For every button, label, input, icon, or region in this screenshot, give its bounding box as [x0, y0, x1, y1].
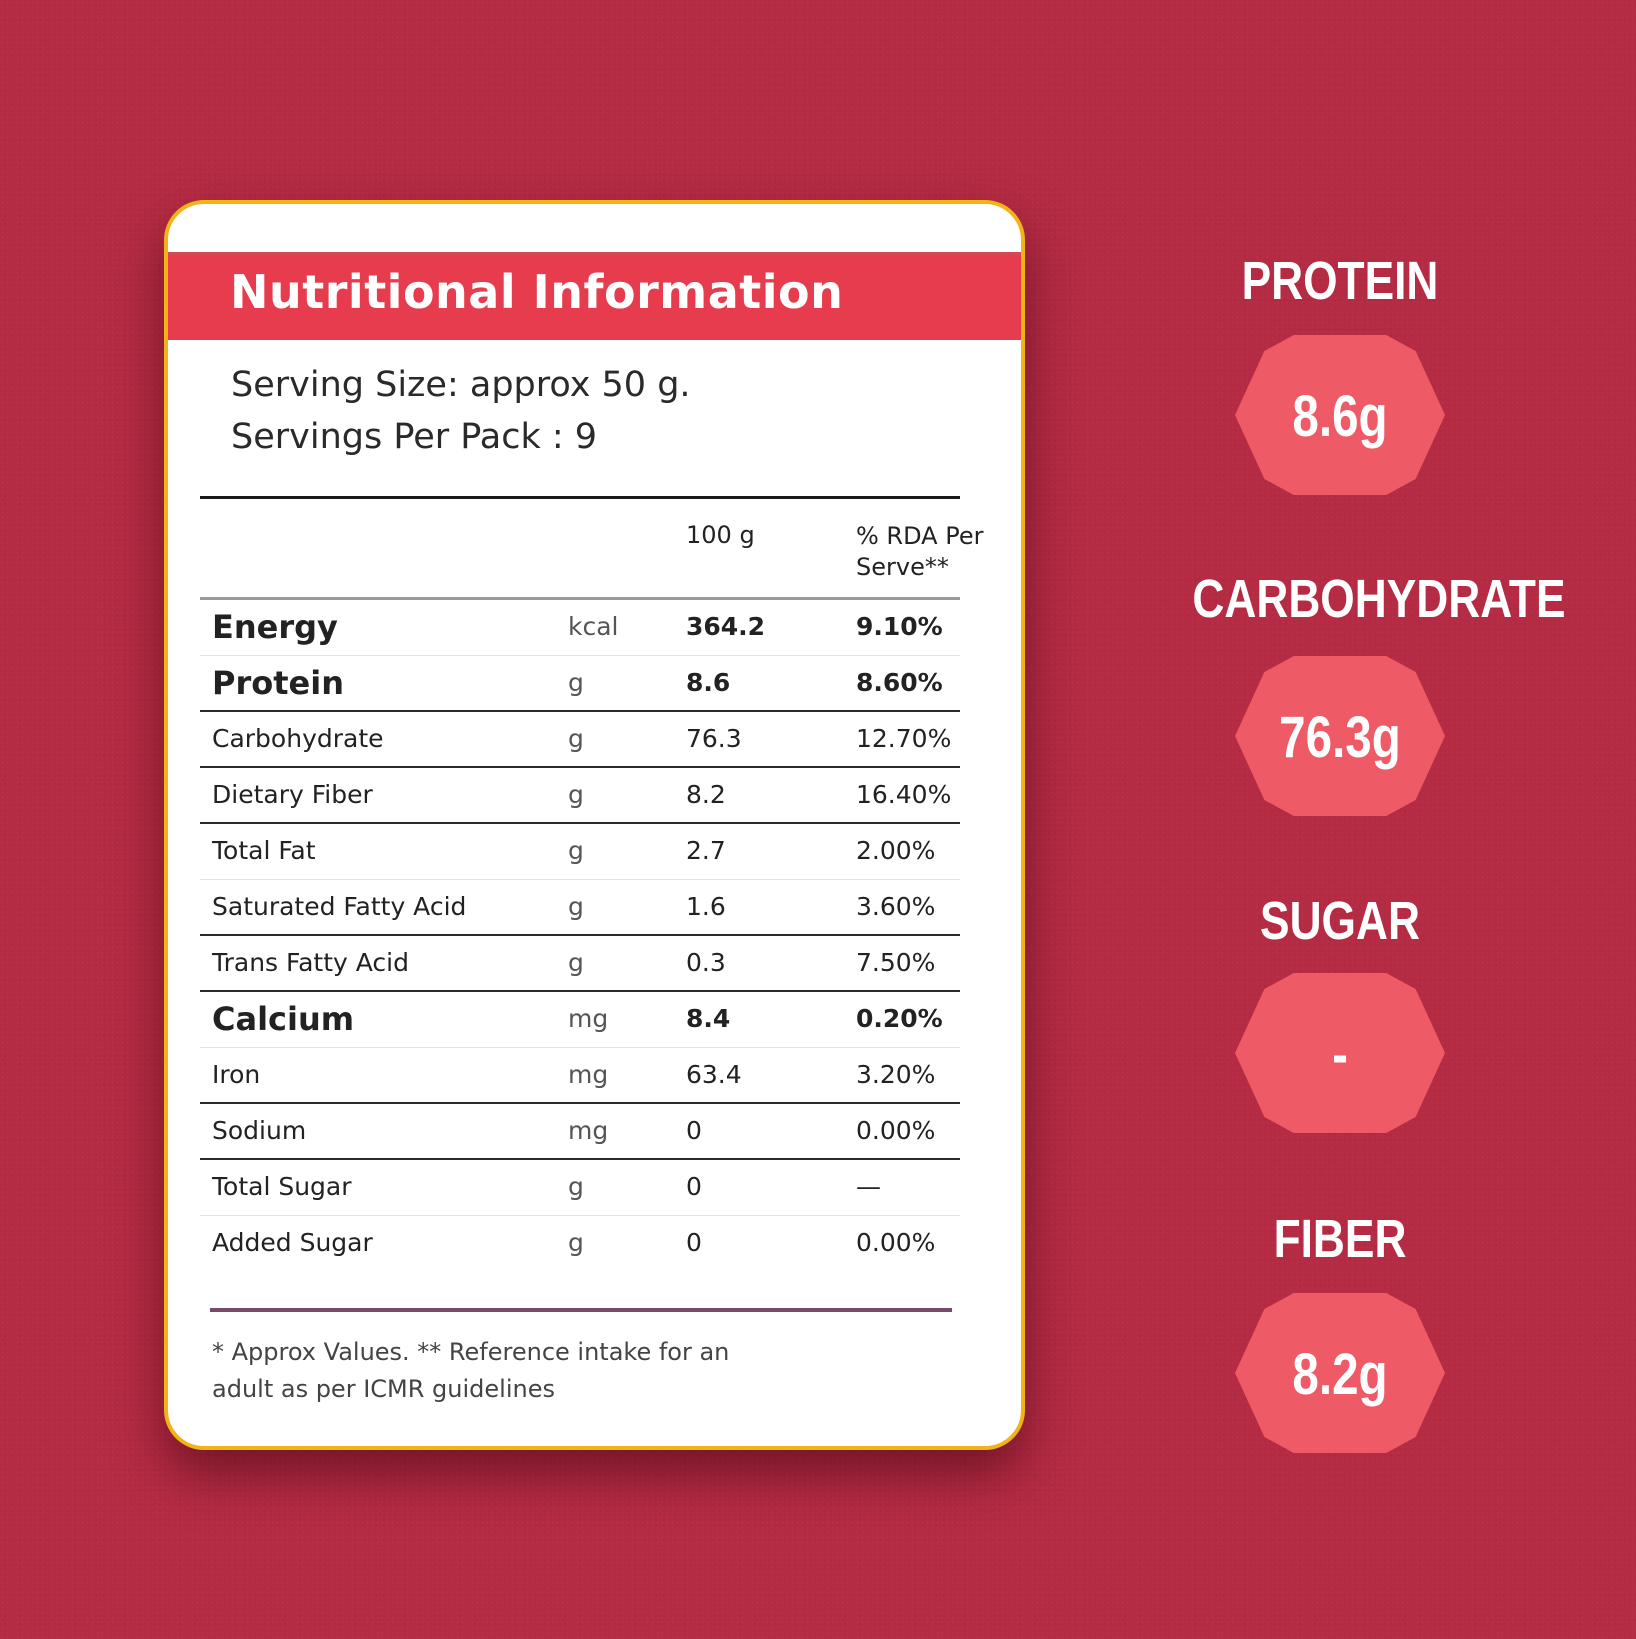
nutrient-unit: g: [568, 668, 584, 697]
nutrient-rda: 7.50%: [856, 948, 936, 977]
badge-shape: 76.3g: [1235, 656, 1445, 816]
nutrient-rda: 3.60%: [856, 892, 936, 921]
badge-shape: 8.2g: [1235, 1293, 1445, 1453]
nutrition-table: 100 g % RDA Per Serve** Energy kcal 364.…: [200, 496, 983, 1272]
badge-value: 8.2g: [1292, 1342, 1388, 1407]
table-row: Total Sugar g 0 —: [200, 1160, 960, 1216]
nutrition-card: Nutritional Information Serving Size: ap…: [164, 200, 1025, 1450]
servings-per-pack: Servings Per Pack : 9: [231, 417, 598, 457]
nutrient-unit: g: [568, 836, 584, 865]
table-row: Calcium mg 8.4 0.20%: [200, 992, 960, 1048]
nutrient-unit: mg: [568, 1004, 609, 1033]
nutrient-value: 0: [686, 1172, 702, 1201]
nutrient-value: 2.7: [686, 836, 726, 865]
table-row: Energy kcal 364.2 9.10%: [200, 600, 960, 656]
table-row: Trans Fatty Acid g 0.3 7.50%: [200, 936, 960, 992]
badge-shape: 8.6g: [1235, 335, 1445, 495]
column-header-rda: % RDA Per Serve**: [856, 522, 984, 581]
nutrient-rda: 8.60%: [856, 668, 943, 697]
card-title-bar: Nutritional Information: [168, 252, 1021, 340]
nutrient-name: Protein: [212, 664, 344, 702]
nutrient-unit: kcal: [568, 612, 619, 641]
nutrient-value: 1.6: [686, 892, 726, 921]
table-row: Carbohydrate g 76.3 12.70%: [200, 712, 960, 768]
nutrient-name: Added Sugar: [212, 1228, 373, 1257]
table-header-rule: [200, 597, 960, 600]
nutrient-value: 0: [686, 1228, 702, 1257]
nutrient-rda: 2.00%: [856, 836, 936, 865]
badge-label: CARBOHYDRATE: [1192, 569, 1566, 629]
nutrient-unit: g: [568, 1228, 584, 1257]
nutrient-name: Carbohydrate: [212, 724, 384, 753]
nutrient-unit: mg: [568, 1060, 609, 1089]
nutrient-value: 364.2: [686, 612, 766, 641]
serving-size: Serving Size: approx 50 g.: [231, 365, 691, 405]
nutrient-unit: g: [568, 780, 584, 809]
card-title: Nutritional Information: [230, 265, 844, 319]
nutrient-rda: 0.20%: [856, 1004, 943, 1033]
footnote: * Approx Values. ** Reference intake for…: [212, 1334, 912, 1408]
nutrient-value: 76.3: [686, 724, 742, 753]
nutrient-rda: 3.20%: [856, 1060, 936, 1089]
badge-value: 8.6g: [1292, 384, 1388, 449]
table-header-row: 100 g % RDA Per Serve**: [200, 499, 983, 597]
badge-label: PROTEIN: [1241, 251, 1439, 311]
nutrient-rda: 12.70%: [856, 724, 952, 753]
nutrient-name: Dietary Fiber: [212, 780, 373, 809]
nutrient-value: 0.3: [686, 948, 726, 977]
nutrient-rda: —: [856, 1172, 881, 1201]
nutrient-value: 0: [686, 1116, 702, 1145]
nutrient-name: Total Sugar: [212, 1172, 352, 1201]
nutrient-value: 63.4: [686, 1060, 742, 1089]
nutrient-value: 8.2: [686, 780, 726, 809]
table-row: Dietary Fiber g 8.2 16.40%: [200, 768, 960, 824]
nutrient-value: 8.6: [686, 668, 731, 697]
nutrient-name: Calcium: [212, 1000, 355, 1038]
badge-label: FIBER: [1273, 1209, 1407, 1269]
table-row: Added Sugar g 0 0.00%: [200, 1216, 960, 1272]
badge-shape: -: [1235, 973, 1445, 1133]
table-row: Total Fat g 2.7 2.00%: [200, 824, 960, 880]
table-row: Sodium mg 0 0.00%: [200, 1104, 960, 1160]
nutrient-value: 8.4: [686, 1004, 731, 1033]
nutrient-rda: 0.00%: [856, 1116, 936, 1145]
nutrient-rda: 9.10%: [856, 612, 943, 641]
badge-value: 76.3g: [1279, 705, 1401, 770]
table-row: Iron mg 63.4 3.20%: [200, 1048, 960, 1104]
table-top-rule: [200, 496, 960, 499]
nutrient-name: Saturated Fatty Acid: [212, 892, 467, 921]
table-row: Saturated Fatty Acid g 1.6 3.60%: [200, 880, 960, 936]
nutrient-name: Total Fat: [212, 836, 316, 865]
badge-label: SUGAR: [1260, 891, 1420, 951]
nutrient-name: Energy: [212, 608, 338, 646]
nutrient-rda: 0.00%: [856, 1228, 936, 1257]
nutrient-unit: g: [568, 724, 584, 753]
footnote-line: * Approx Values. ** Reference intake for…: [212, 1338, 730, 1366]
nutrient-rda: 16.40%: [856, 780, 952, 809]
nutrient-name: Trans Fatty Acid: [212, 948, 409, 977]
nutrient-unit: g: [568, 892, 584, 921]
nutrient-name: Iron: [212, 1060, 261, 1089]
table-row: Protein g 8.6 8.60%: [200, 656, 960, 712]
nutrient-name: Sodium: [212, 1116, 307, 1145]
nutrient-unit: g: [568, 948, 584, 977]
table-bottom-rule: [210, 1308, 952, 1312]
serving-info: Serving Size: approx 50 g. Servings Per …: [231, 359, 691, 463]
column-header-per-100g: 100 g: [686, 521, 755, 549]
nutrient-unit: mg: [568, 1116, 609, 1145]
badge-value: -: [1332, 1022, 1348, 1087]
footnote-line: adult as per ICMR guidelines: [212, 1375, 555, 1403]
nutrient-unit: g: [568, 1172, 584, 1201]
